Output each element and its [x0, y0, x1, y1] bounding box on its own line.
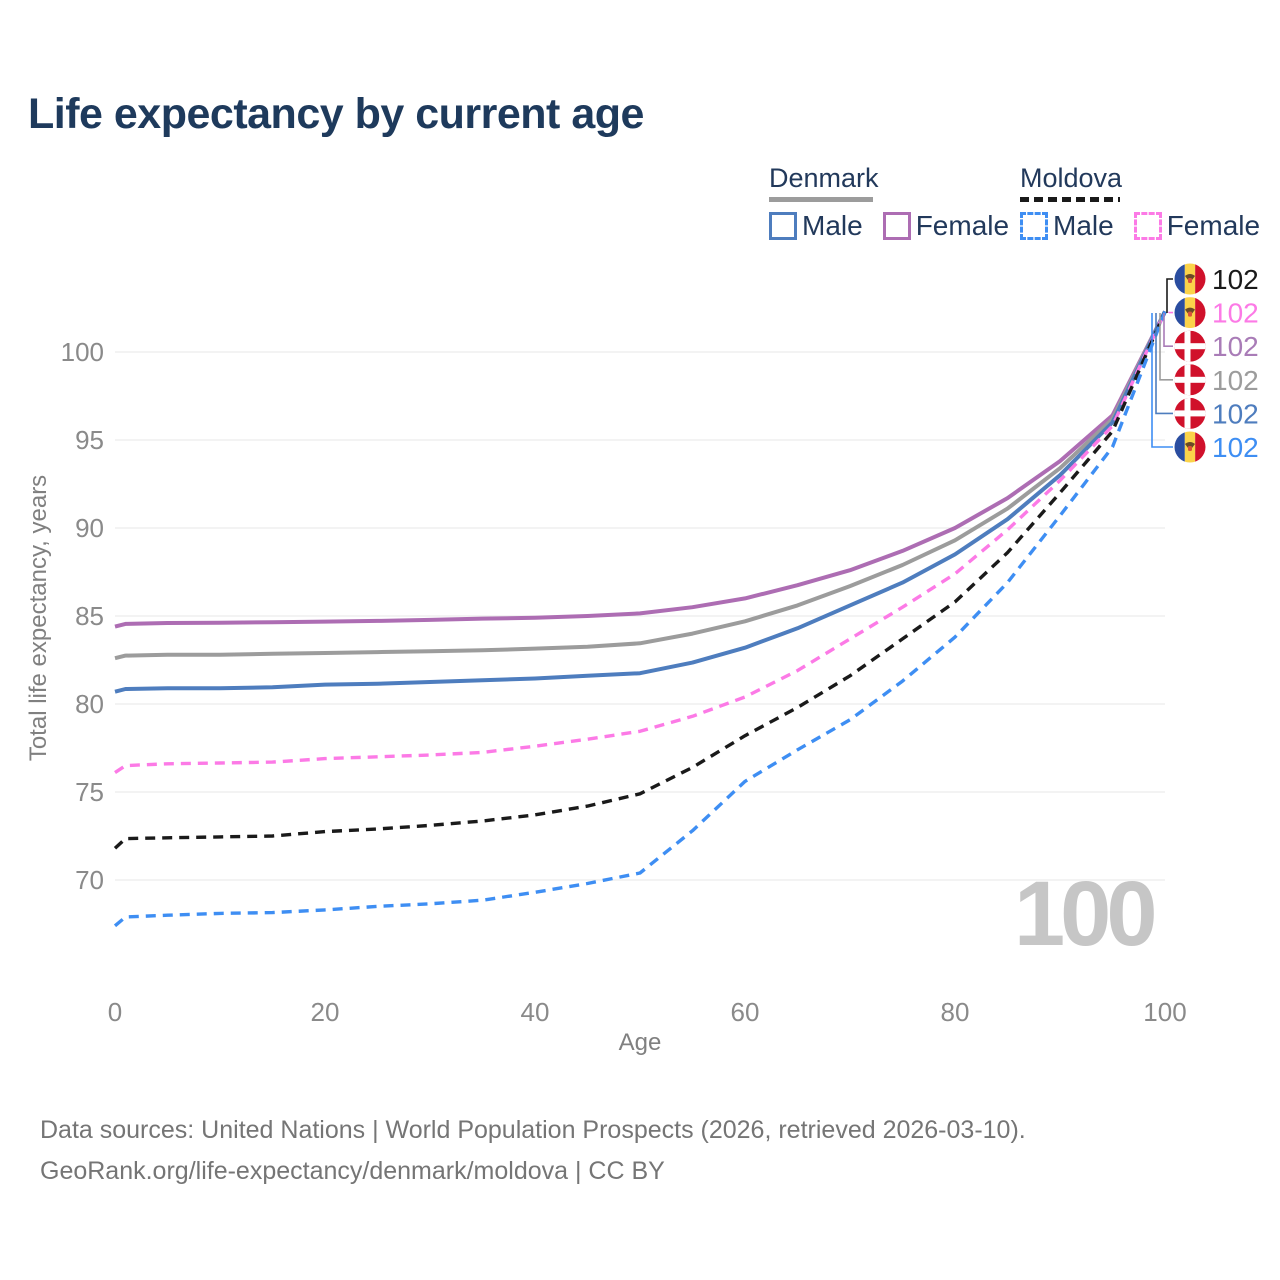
y-axis-title: Total life expectancy, years [25, 475, 52, 761]
footer: Data sources: United Nations | World Pop… [40, 1110, 1026, 1192]
legend-group-denmark: Denmark Male Female [769, 163, 1009, 242]
end-label-connector-5 [1151, 313, 1173, 448]
x-tick-label-0: 0 [108, 997, 122, 1027]
footer-attribution: GeoRank.org/life-expectancy/denmark/mold… [40, 1157, 665, 1185]
y-tick-label-85: 85 [75, 601, 104, 631]
current-age-watermark: 100 [1014, 863, 1157, 965]
end-label-value-denmark-both-sexes: 102 [1212, 365, 1259, 396]
series-line-moldova-female [114, 310, 1167, 775]
legend-country-denmark: Denmark [769, 163, 879, 193]
legend-swatch-moldova-female[interactable] [1133, 212, 1162, 240]
denmark-flag-icon [1174, 397, 1206, 429]
legend-label-moldova-male: Male [1053, 210, 1114, 241]
end-label-value-denmark-male: 102 [1212, 398, 1259, 429]
series-line-denmark-female [114, 310, 1167, 629]
x-axis-title: Age [619, 1029, 662, 1056]
legend-swatch-moldova-male[interactable] [1020, 212, 1048, 240]
series-line-moldova-male [113, 310, 1167, 928]
end-label-connector-2 [1163, 313, 1173, 347]
y-tick-label-80: 80 [75, 689, 104, 719]
end-label-value-moldova-female: 102 [1212, 298, 1259, 329]
series-line-moldova-both-sexes [113, 310, 1167, 850]
x-tick-label-100: 100 [1143, 997, 1186, 1027]
end-label-value-denmark-female: 102 [1212, 331, 1259, 362]
legend-label-denmark-male: Male [802, 210, 863, 241]
y-tick-label-100: 100 [61, 337, 104, 367]
series-line-denmark-both-sexes [114, 310, 1167, 661]
x-tick-label-60: 60 [731, 997, 760, 1027]
y-tick-label-95: 95 [75, 425, 104, 455]
legend-denmark-line-sample [769, 197, 873, 202]
end-label-connector-0 [1166, 278, 1173, 313]
legend-group-moldova: Moldova Male Female [1020, 163, 1260, 242]
end-label-connector-4 [1155, 313, 1173, 415]
legend-swatch-denmark-male[interactable] [769, 212, 797, 240]
end-label-connector-3 [1159, 313, 1173, 381]
series-line-denmark-male [114, 310, 1167, 694]
legend-label-denmark-female: Female [915, 210, 1010, 241]
x-tick-label-40: 40 [521, 997, 550, 1027]
end-label-value-moldova-male: 102 [1212, 432, 1259, 463]
denmark-flag-icon [1174, 364, 1206, 396]
end-label-value-moldova-both-sexes: 102 [1212, 264, 1259, 295]
legend-country-moldova: Moldova [1020, 163, 1123, 193]
moldova-flag-icon [1174, 431, 1206, 463]
y-tick-label-70: 70 [75, 865, 104, 895]
y-tick-label-75: 75 [75, 777, 104, 807]
page-title: Life expectancy by current age [28, 90, 644, 138]
moldova-flag-icon [1174, 297, 1206, 329]
legend-label-moldova-female: Female [1166, 210, 1261, 241]
legend-swatch-denmark-female[interactable] [882, 212, 911, 240]
denmark-flag-icon [1174, 330, 1206, 362]
moldova-flag-icon [1174, 263, 1206, 295]
footer-data-sources: Data sources: United Nations | World Pop… [40, 1116, 1026, 1144]
y-tick-label-90: 90 [75, 513, 104, 543]
legend-moldova-line-sample [1020, 197, 1120, 202]
x-tick-label-20: 20 [311, 997, 340, 1027]
x-tick-label-80: 80 [941, 997, 970, 1027]
